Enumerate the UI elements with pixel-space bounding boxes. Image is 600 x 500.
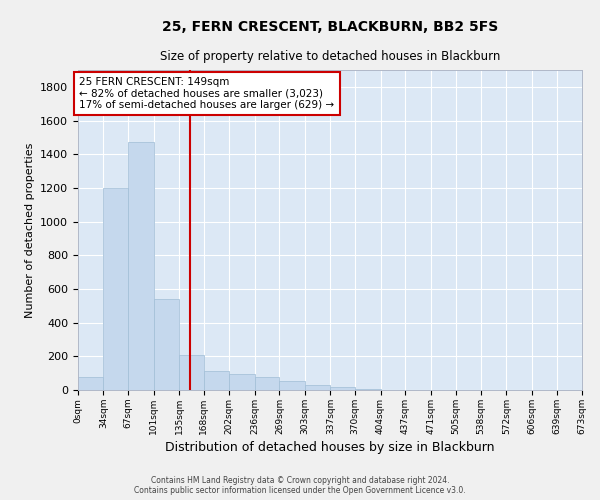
Bar bbox=[229, 374, 255, 390]
Text: Size of property relative to detached houses in Blackburn: Size of property relative to detached ho… bbox=[160, 50, 500, 63]
Bar bbox=[305, 385, 331, 390]
Text: Contains HM Land Registry data © Crown copyright and database right 2024.
Contai: Contains HM Land Registry data © Crown c… bbox=[134, 476, 466, 495]
Bar bbox=[280, 380, 305, 390]
Bar bbox=[103, 188, 128, 390]
Text: 25, FERN CRESCENT, BLACKBURN, BB2 5FS: 25, FERN CRESCENT, BLACKBURN, BB2 5FS bbox=[162, 20, 498, 34]
Bar bbox=[331, 386, 355, 390]
Bar bbox=[128, 142, 154, 390]
Bar bbox=[255, 378, 280, 390]
Y-axis label: Number of detached properties: Number of detached properties bbox=[25, 142, 35, 318]
Bar bbox=[355, 389, 380, 390]
Text: 25 FERN CRESCENT: 149sqm
← 82% of detached houses are smaller (3,023)
17% of sem: 25 FERN CRESCENT: 149sqm ← 82% of detach… bbox=[79, 76, 335, 110]
Bar bbox=[204, 372, 229, 390]
Bar bbox=[154, 299, 179, 390]
Bar bbox=[179, 354, 204, 390]
Bar bbox=[78, 376, 103, 390]
X-axis label: Distribution of detached houses by size in Blackburn: Distribution of detached houses by size … bbox=[165, 441, 495, 454]
